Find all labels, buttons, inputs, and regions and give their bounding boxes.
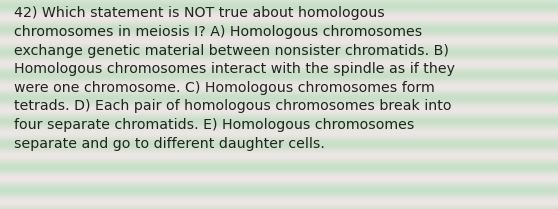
Text: 42) Which statement is NOT true about homologous
chromosomes in meiosis I? A) Ho: 42) Which statement is NOT true about ho… bbox=[14, 6, 455, 151]
